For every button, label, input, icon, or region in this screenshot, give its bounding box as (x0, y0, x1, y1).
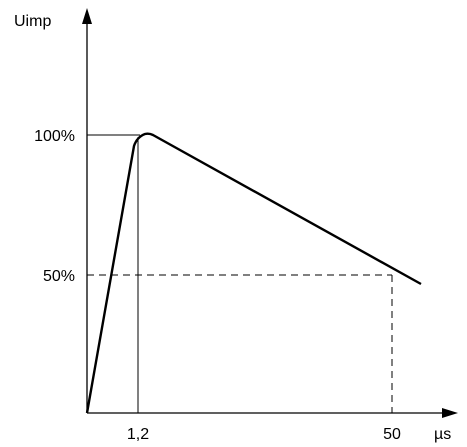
impulse-curve (85, 132, 422, 414)
y-axis-arrow (82, 8, 92, 24)
x-tick-label-50: 50 (383, 426, 401, 443)
x-axis-arrow (442, 408, 458, 418)
x-axis-unit-label: µs (434, 426, 451, 443)
x-tick-label-1-2: 1,2 (127, 426, 149, 443)
y-axis-label: Uimp (14, 13, 51, 30)
y-tick-label-50: 50% (43, 268, 75, 285)
y-tick-label-100: 100% (34, 128, 75, 145)
